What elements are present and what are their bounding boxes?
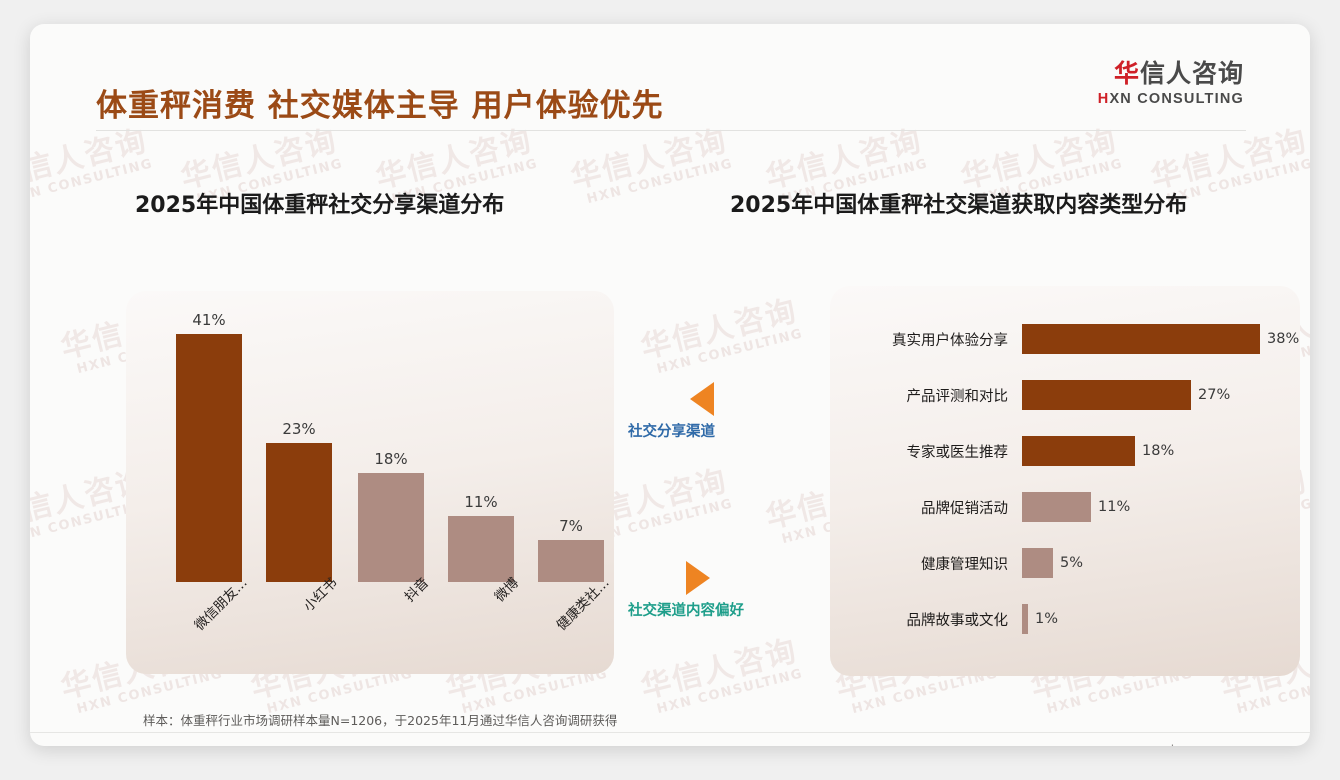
slide-header: 体重秤消费 社交媒体主导 用户体验优先 华信人咨询 HXN CONSULTING xyxy=(30,24,1310,131)
bar-category-label: 真实用户体验分享 xyxy=(892,332,1008,349)
source-footnote: 样本：体重秤行业市场调研样本量N=1206，于2025年11月通过华信人咨询调研… xyxy=(143,713,618,728)
logo-cn-gray: 信人咨询 xyxy=(1139,59,1244,88)
logo-english: HXN CONSULTING xyxy=(1098,91,1244,107)
slide-card: 华信人咨询 HXN CONSULTING 华信人咨询 HXN CONSULTING 华信… xyxy=(30,24,1310,746)
logo-chinese: 华信人咨询 xyxy=(1098,60,1244,88)
bar-row[interactable]: 品牌促销活动 11% xyxy=(840,492,1130,522)
bar[interactable] xyxy=(448,516,514,582)
bar-row[interactable]: 健康管理知识 5% xyxy=(840,548,1083,578)
bar-value-label: 11% xyxy=(1098,499,1131,515)
bar-row[interactable]: 专家或医生推荐 18% xyxy=(840,436,1174,466)
bar[interactable] xyxy=(1022,324,1260,354)
website-url[interactable]: www.hxrcon.com xyxy=(1137,742,1244,746)
bar-category-label: 专家或医生推荐 xyxy=(906,444,1009,461)
bar[interactable] xyxy=(1022,492,1091,522)
bar-group[interactable]: 23% 小红书 xyxy=(266,420,340,615)
annotation-content-preference: 社交渠道内容偏好 xyxy=(628,561,744,620)
bar-value-label: 41% xyxy=(192,311,226,329)
bar-value-label: 23% xyxy=(282,420,316,438)
bar-group[interactable]: 18% 抖音 xyxy=(358,450,432,605)
logo-en-gray: XN CONSULTING xyxy=(1109,90,1244,107)
triangle-right-icon xyxy=(686,561,710,595)
bar-row[interactable]: 真实用户体验分享 38% xyxy=(840,324,1299,354)
annotation-label: 社交渠道内容偏好 xyxy=(628,603,744,619)
chart-title-left: 2025年中国体重秤社交分享渠道分布 xyxy=(135,193,505,218)
bar-value-label: 5% xyxy=(1060,555,1084,571)
company-logo: 华信人咨询 HXN CONSULTING xyxy=(1098,60,1244,107)
bar-value-label: 1% xyxy=(1035,611,1059,627)
bar-row[interactable]: 产品评测和对比 27% xyxy=(840,380,1230,410)
bar-category-label: 品牌故事或文化 xyxy=(906,612,1009,629)
bar-category-label: 品牌促销活动 xyxy=(921,500,1008,517)
bar-value-label: 11% xyxy=(464,493,498,511)
annotation-label: 社交分享渠道 xyxy=(628,424,715,440)
bar[interactable] xyxy=(1022,380,1191,410)
chart-panel-right: 真实用户体验分享 38% 产品评测和对比 27% 专家或医生推荐 18% 品牌促销活动 11%… xyxy=(830,286,1300,676)
bar-group[interactable]: 11% 微博 xyxy=(448,493,522,605)
vertical-bar-chart: 41% 微信朋友… 23% 小红书 18% 抖音 11% 微博 7% 健康类社… xyxy=(126,291,614,674)
bar[interactable] xyxy=(538,540,604,582)
bar[interactable] xyxy=(176,334,242,582)
bar-group[interactable]: 41% 微信朋友… xyxy=(176,311,250,634)
header-divider xyxy=(96,130,1246,131)
bar-value-label: 18% xyxy=(374,450,408,468)
bar[interactable] xyxy=(358,473,424,582)
bar[interactable] xyxy=(1022,604,1028,634)
page-title: 体重秤消费 社交媒体主导 用户体验优先 xyxy=(96,88,664,124)
bar-row[interactable]: 品牌故事或文化 1% xyxy=(840,604,1058,634)
logo-en-red: H xyxy=(1097,90,1110,107)
chart-title-right: 2025年中国体重秤社交渠道获取内容类型分布 xyxy=(730,193,1188,218)
bar-value-label: 27% xyxy=(1198,387,1231,403)
logo-cn-red: 华 xyxy=(1113,59,1140,88)
copyright-text: ©2026.1 HXR华信人咨询 xyxy=(96,742,245,746)
bar-value-label: 7% xyxy=(559,517,583,535)
footer-divider xyxy=(30,732,1310,733)
bar-group[interactable]: 7% 健康类社… xyxy=(538,517,612,634)
bar[interactable] xyxy=(1022,548,1053,578)
horizontal-bar-chart: 真实用户体验分享 38% 产品评测和对比 27% 专家或医生推荐 18% 品牌促销活动 11%… xyxy=(830,286,1300,676)
bar-value-label: 38% xyxy=(1267,331,1300,347)
triangle-left-icon xyxy=(690,382,714,416)
bar[interactable] xyxy=(1022,436,1135,466)
bar-category-label: 产品评测和对比 xyxy=(906,388,1009,405)
bar-category-label: 健康管理知识 xyxy=(921,556,1008,573)
bar-value-label: 18% xyxy=(1142,443,1175,459)
bar[interactable] xyxy=(266,443,332,582)
annotation-social-share-channel: 社交分享渠道 xyxy=(628,382,715,441)
chart-panel-left: 41% 微信朋友… 23% 小红书 18% 抖音 11% 微博 7% 健康类社… xyxy=(126,291,614,674)
